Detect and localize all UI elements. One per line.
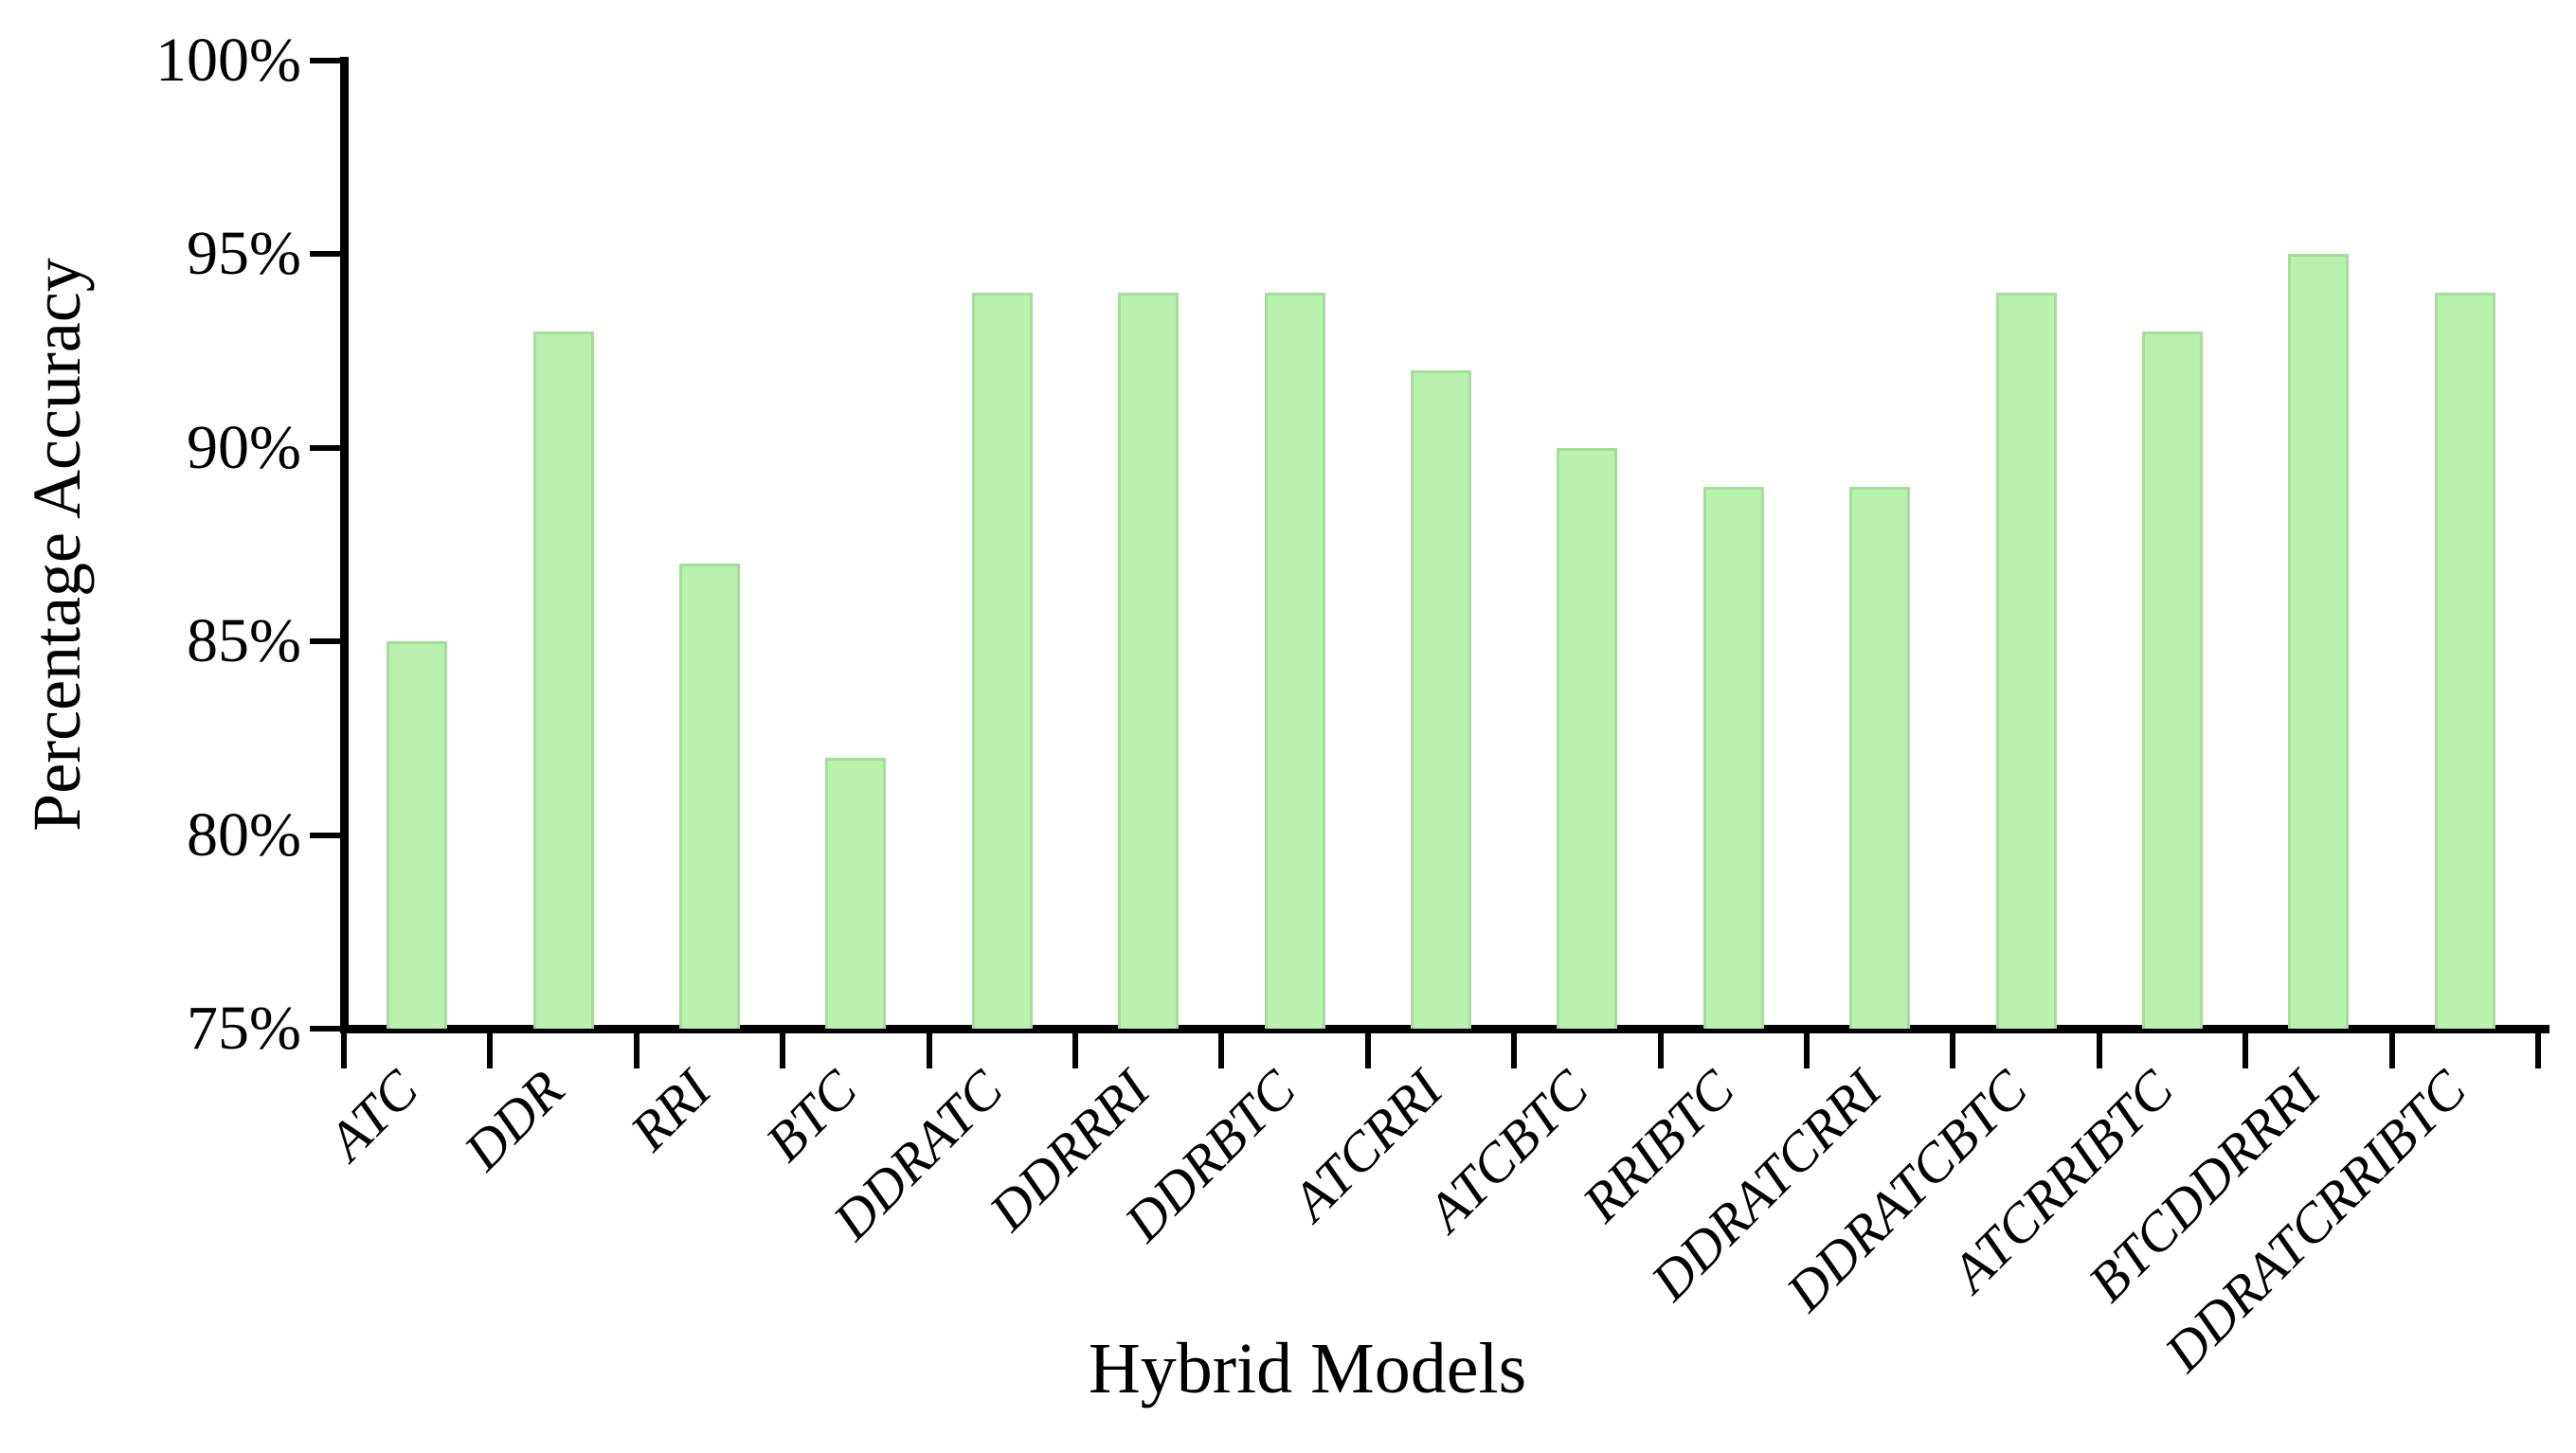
y-tick <box>310 832 344 838</box>
x-tick <box>1804 1029 1810 1068</box>
bar-ddrbtc <box>1264 293 1325 1029</box>
bar-ddrrri <box>1118 293 1180 1029</box>
bar-ddratc <box>971 293 1033 1029</box>
x-tick-label-rri: RRI <box>618 1058 723 1163</box>
y-tick-label: 85% <box>187 606 301 676</box>
y-tick <box>310 1026 344 1031</box>
bar-rribtc <box>1702 486 1764 1029</box>
x-tick <box>780 1029 786 1068</box>
bar-ddr <box>532 332 594 1029</box>
x-tick-label-atcbtc: ATCBTC <box>1414 1058 1600 1244</box>
x-tick <box>341 1029 347 1068</box>
x-tick <box>1657 1029 1664 1068</box>
y-tick <box>310 444 344 451</box>
bar-ddratcrribtc <box>2434 293 2495 1029</box>
x-tick-label-atc: ATC <box>315 1058 430 1172</box>
x-tick <box>926 1029 932 1068</box>
bar-ddratcrri <box>1849 486 1911 1029</box>
y-tick-label: 100% <box>155 26 301 95</box>
bar-btcddrrri <box>2288 254 2350 1029</box>
x-axis-title: Hybrid Models <box>1088 1329 1527 1408</box>
y-tick-label: 95% <box>187 219 301 289</box>
y-tick-label: 90% <box>187 412 301 482</box>
y-tick-label: 75% <box>187 994 301 1063</box>
bar-ddratcbtc <box>1995 293 2057 1029</box>
bar-atcbtc <box>1557 447 1618 1029</box>
x-tick <box>2535 1029 2541 1068</box>
x-tick <box>1511 1029 1518 1068</box>
bar-atcrribtc <box>2142 332 2203 1029</box>
y-axis-line <box>340 57 349 1032</box>
x-tick <box>1364 1029 1371 1068</box>
x-tick <box>633 1029 639 1068</box>
bar-atcrri <box>1411 370 1471 1029</box>
x-tick-label-btc: BTC <box>753 1058 869 1174</box>
x-tick-label-ddr: DDR <box>452 1058 576 1182</box>
y-tick <box>310 638 344 645</box>
x-axis-line <box>340 1025 2549 1033</box>
x-tick <box>1072 1029 1078 1068</box>
bar-btc <box>825 757 887 1029</box>
y-tick <box>310 251 344 258</box>
bar-rri <box>679 564 740 1029</box>
y-tick <box>310 58 344 63</box>
x-tick <box>2096 1029 2102 1068</box>
y-tick-label: 80% <box>187 799 301 870</box>
x-tick <box>487 1029 494 1068</box>
x-tick <box>1950 1029 1956 1068</box>
x-tick <box>2388 1029 2395 1068</box>
x-tick <box>1218 1029 1225 1068</box>
x-tick <box>2243 1029 2249 1068</box>
bar-atc <box>387 641 448 1029</box>
